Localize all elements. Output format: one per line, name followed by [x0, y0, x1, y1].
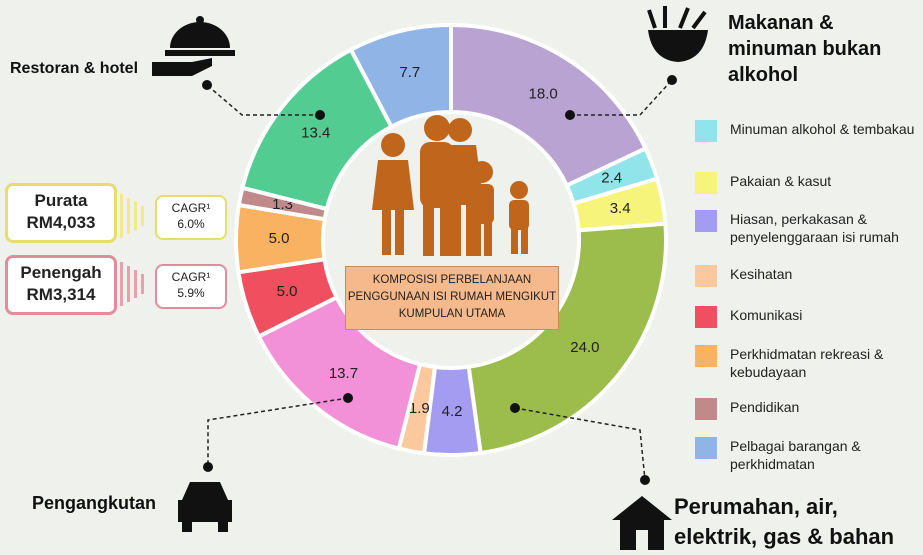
callout-dot [203, 462, 213, 472]
center-label: KOMPOSISI PERBELANJAAN PENGGUNAAN ISI RU… [345, 266, 559, 330]
callout-label: Makanan & minuman bukan alkohol [728, 10, 923, 88]
legend-label: Pakaian & kasut [730, 172, 923, 190]
cagr-label: CAGR¹ [157, 200, 225, 216]
house-icon [612, 496, 672, 550]
family-icon [372, 115, 529, 256]
legend-swatch [695, 120, 717, 142]
infographic: 18.02.43.424.04.21.913.75.05.01.313.47.7… [0, 0, 923, 555]
legend-swatch [695, 265, 717, 287]
legend-label: Perkhidmatan rekreasi & kebudayaan [730, 345, 923, 381]
bars-purata [120, 194, 144, 238]
food-icon [648, 6, 708, 62]
car-icon [178, 482, 232, 532]
legend-swatch [695, 210, 717, 232]
value-label: 13.4 [301, 125, 330, 142]
callout-label: Perumahan, air, elektrik, gas & bahan ap… [674, 492, 923, 555]
legend-swatch [695, 398, 717, 420]
legend-swatch [695, 306, 717, 328]
legend-label: Hiasan, perkakasan & penyelenggaraan isi… [730, 210, 923, 246]
donut-segment [469, 224, 666, 453]
legend-swatch [695, 437, 717, 459]
summary-title: Penengah [8, 262, 114, 284]
summary-amount: RM3,314 [8, 284, 114, 306]
bars-penengah [120, 262, 144, 306]
cagr-value: 5.9% [157, 285, 225, 301]
cagr-label: CAGR¹ [157, 269, 225, 285]
callout-dot [510, 403, 520, 413]
summary-title: Purata [8, 190, 114, 212]
cagr-value: 6.0% [157, 216, 225, 232]
value-label: 4.2 [442, 403, 463, 420]
legend-label: Minuman alkohol & tembakau [730, 120, 923, 138]
value-label: 18.0 [529, 86, 558, 103]
restaurant-icon [152, 16, 235, 76]
value-label: 5.0 [269, 230, 290, 247]
callout-dot [343, 393, 353, 403]
legend-swatch [695, 172, 717, 194]
callout-dot [640, 475, 650, 485]
value-label: 13.7 [329, 365, 358, 382]
callout-dot [315, 110, 325, 120]
legend-label: Komunikasi [730, 306, 923, 324]
legend-label: Kesihatan [730, 265, 923, 283]
callout-label: Restoran & hotel [10, 60, 150, 78]
callout-dot [202, 80, 212, 90]
callout-dot [667, 75, 677, 85]
value-label: 24.0 [570, 339, 599, 356]
callout-label: Pengangkutan [32, 493, 172, 514]
value-label: 7.7 [399, 64, 420, 81]
legend-label: Pelbagai barangan & perkhidmatan [730, 437, 923, 473]
value-label: 3.4 [610, 200, 631, 217]
callout-dot [565, 110, 575, 120]
legend-swatch [695, 345, 717, 367]
summary-amount: RM4,033 [8, 212, 114, 234]
value-label: 2.4 [601, 170, 622, 187]
value-label: 5.0 [277, 283, 298, 300]
legend-label: Pendidikan [730, 398, 923, 416]
